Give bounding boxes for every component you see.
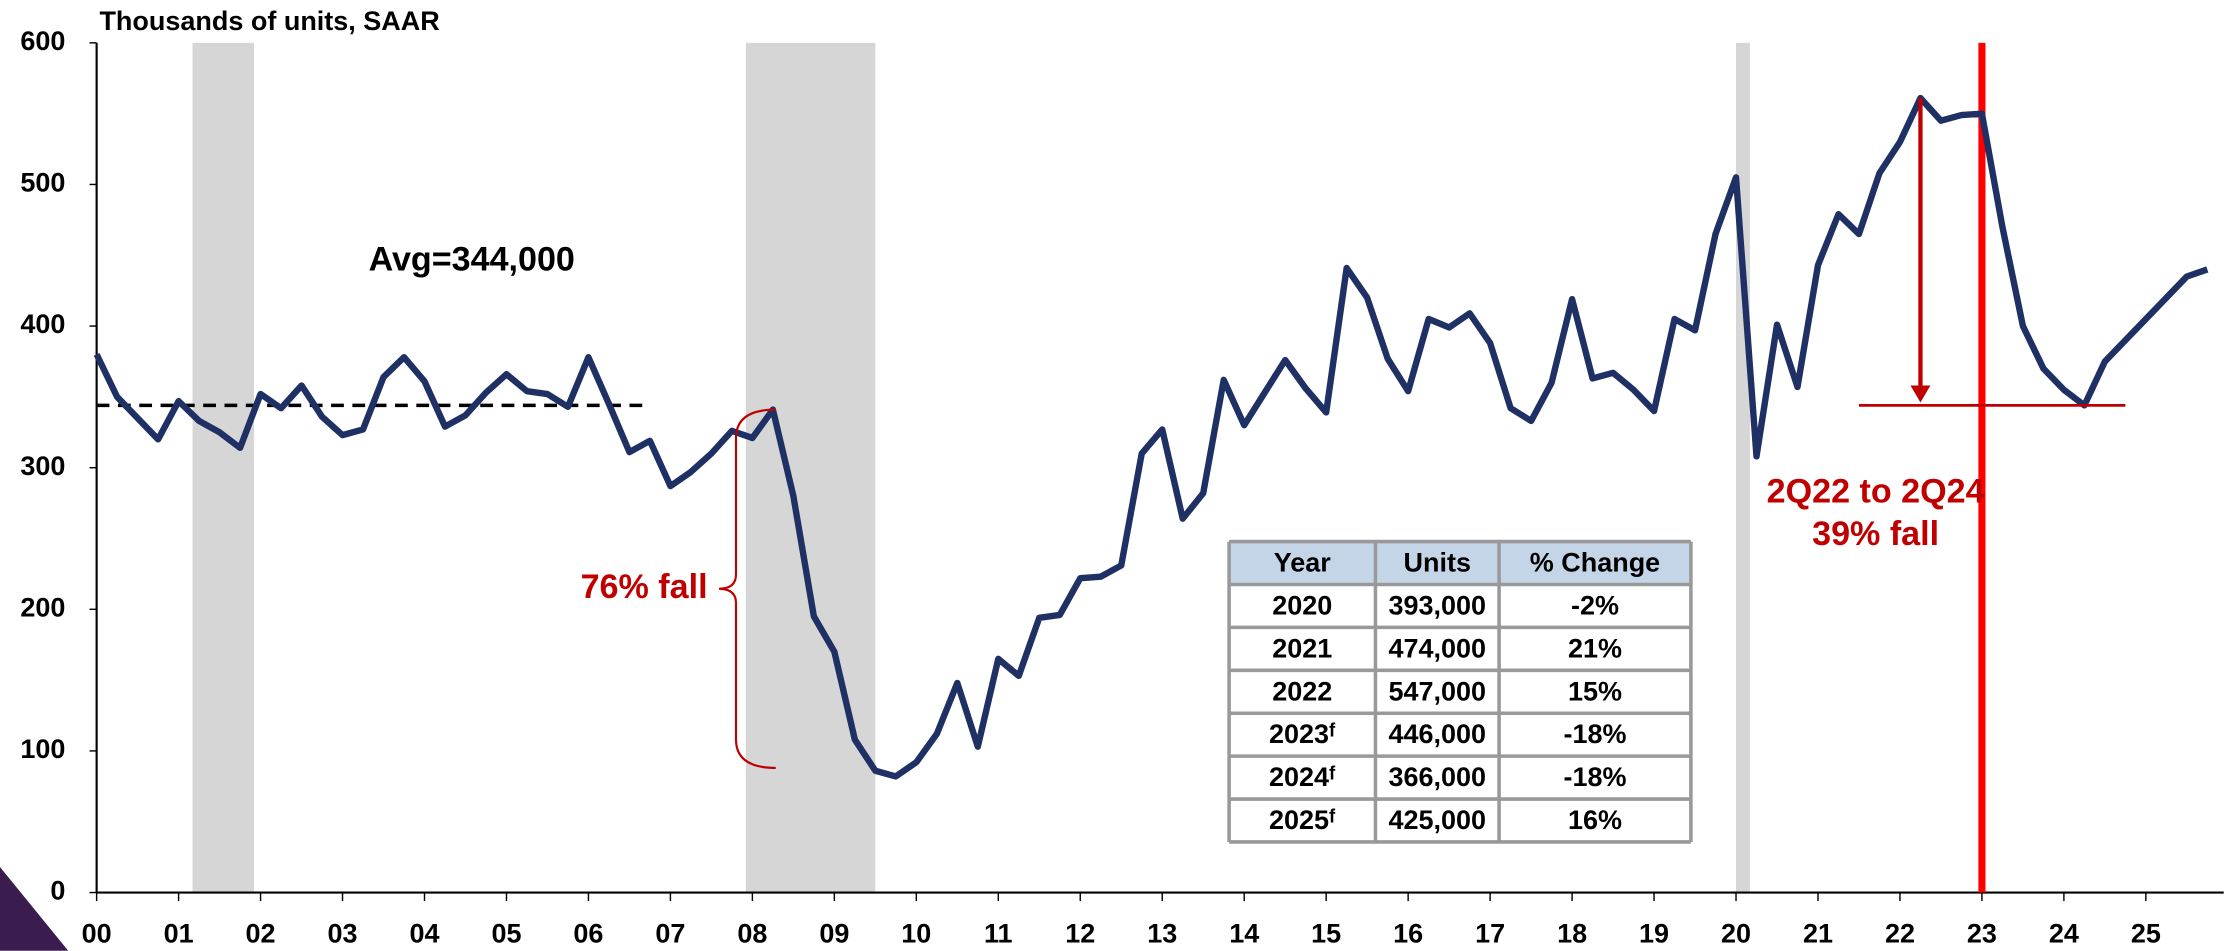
fall-label: 39% fall (1812, 515, 1939, 553)
y-tick-label: 100 (20, 734, 65, 764)
x-tick-label: 16 (1393, 918, 1423, 948)
x-tick-label: 06 (573, 918, 603, 948)
y-tick-label: 400 (20, 309, 65, 339)
x-tick-label: 20 (1721, 918, 1751, 948)
y-tick-label: 300 (20, 451, 65, 481)
corner-decoration (0, 866, 69, 951)
x-tick-label: 09 (819, 918, 849, 948)
x-tick-label: 21 (1803, 918, 1833, 948)
x-tick-label: 18 (1557, 918, 1587, 948)
y-tick-label: 200 (20, 592, 65, 622)
x-tick-label: 04 (409, 918, 439, 948)
y-tick-label: 600 (20, 26, 65, 56)
x-tick-label: 19 (1639, 918, 1669, 948)
table-header-bg (1229, 541, 1691, 585)
fall-label: 76% fall (581, 568, 708, 606)
x-tick-label: 00 (82, 918, 112, 948)
x-tick-label: 11 (984, 918, 1013, 948)
table-cell: -18% (1563, 762, 1626, 792)
x-tick-label: 13 (1147, 918, 1177, 948)
y-tick-label: 500 (20, 168, 65, 198)
table-cell: 474,000 (1388, 633, 1486, 663)
table-cell: 547,000 (1388, 676, 1486, 706)
x-tick-label: 01 (164, 918, 194, 948)
x-tick-label: 07 (655, 918, 685, 948)
recession-band (1736, 42, 1750, 893)
table-cell: 2025ᶠ (1269, 805, 1336, 835)
table-cell: 2021 (1272, 633, 1332, 663)
recession-band (192, 42, 255, 893)
y-tick-label: 0 (50, 876, 65, 906)
table-cell: 2023ᶠ (1269, 719, 1336, 749)
table-cell: 15% (1568, 676, 1622, 706)
fall-label: 2Q22 to 2Q24 (1767, 472, 1985, 510)
recession-band (745, 42, 876, 893)
x-tick-label: 22 (1885, 918, 1915, 948)
average-label: Avg=344,000 (369, 241, 575, 279)
x-tick-label: 02 (246, 918, 276, 948)
table-header: Year (1274, 548, 1332, 578)
table-cell: -18% (1563, 719, 1626, 749)
x-tick-label: 12 (1065, 918, 1095, 948)
x-tick-label: 23 (1967, 918, 1997, 948)
table-cell: 446,000 (1388, 719, 1486, 749)
table-cell: 2020 (1272, 590, 1332, 620)
series-line (93, 94, 2209, 780)
table-cell: 393,000 (1388, 590, 1486, 620)
x-tick-label: 03 (328, 918, 358, 948)
table-cell: 16% (1568, 805, 1622, 835)
table-cell: 2022 (1272, 676, 1332, 706)
x-tick-label: 14 (1229, 918, 1259, 948)
fall-arrow-head (1910, 385, 1931, 403)
table-header: Units (1404, 548, 1471, 578)
x-tick-label: 24 (2049, 918, 2079, 948)
table-header: % Change (1530, 548, 1660, 578)
x-tick-label: 05 (491, 918, 521, 948)
table-cell: 425,000 (1388, 805, 1486, 835)
x-tick-label: 17 (1475, 918, 1505, 948)
table-cell: 21% (1568, 633, 1622, 663)
chart-title: Thousands of units, SAAR (99, 6, 439, 36)
x-tick-label: 08 (737, 918, 767, 948)
x-tick-label: 15 (1311, 918, 1341, 948)
table-cell: 2024ᶠ (1269, 762, 1336, 792)
x-tick-label: 10 (901, 918, 931, 948)
x-tick-label: 25 (2131, 918, 2161, 948)
table-cell: -2% (1571, 590, 1619, 620)
table-cell: 366,000 (1388, 762, 1486, 792)
